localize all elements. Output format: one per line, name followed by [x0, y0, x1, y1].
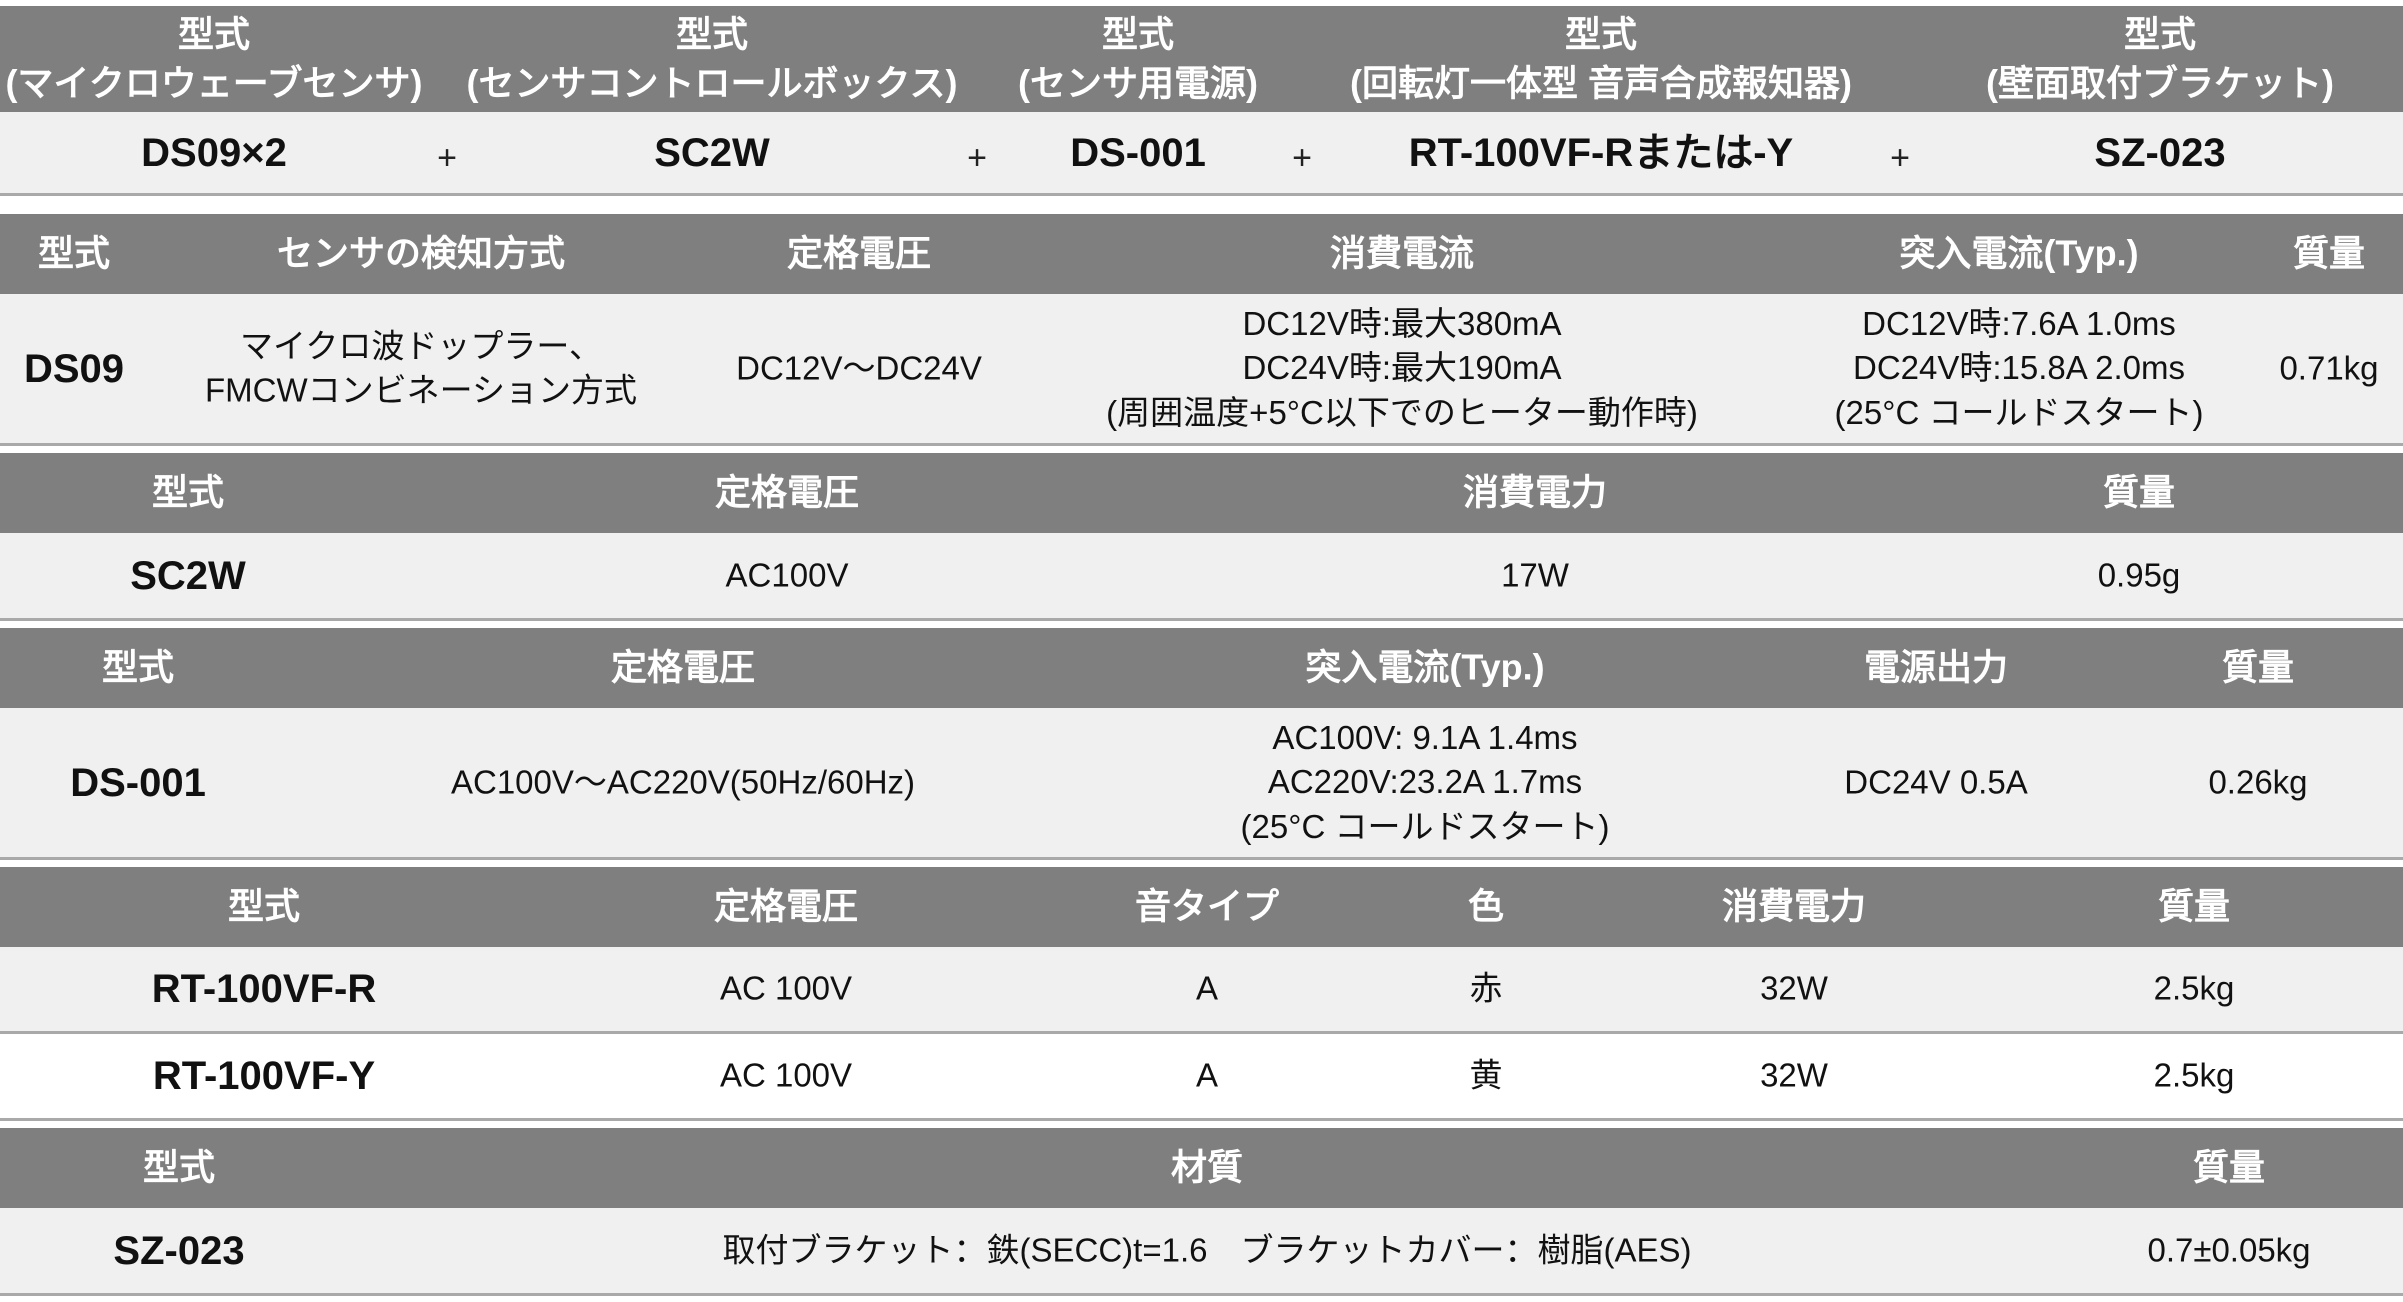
voltage-cell: DC12V〜DC24V [736, 349, 982, 387]
power-cell: 32W [1760, 1056, 1828, 1094]
material-cell: 取付ブラケット：鉄(SECC)t=1.6 ブラケットカバー：樹脂(AES) [722, 1231, 1692, 1269]
plus-sign: + [1292, 139, 1312, 178]
header-cell: 質量 [2157, 885, 2231, 927]
mass-cell: 2.5kg [2153, 969, 2235, 1007]
sc2w-header: 型式 定格電圧 消費電力 質量 [0, 453, 2403, 533]
voltage-cell: AC 100V [719, 1056, 853, 1094]
mass-cell: 2.5kg [2153, 1056, 2235, 1094]
sz-header: 型式 材質 質量 [0, 1128, 2403, 1208]
combo-header: 型式 (マイクロウェーブセンサ) 型式 (センサコントロールボックス) 型式 (センサ… [0, 6, 2403, 112]
plus-sign: + [437, 139, 457, 178]
combo-value: SC2W [654, 130, 770, 175]
header-power-supply: 型式 (センサ用電源) [1018, 13, 1258, 103]
voltage-cell: AC100V〜AC220V(50Hz/60Hz) [450, 763, 916, 801]
ds09-header: 型式 センサの検知方式 定格電圧 消費電流 突入電流(Typ.) 質量 [0, 214, 2403, 294]
header-alarm: 型式 (回転灯一体型 音声合成報知器) [1350, 13, 1852, 103]
header-cell: 質量 [2192, 1146, 2266, 1188]
header-bracket: 型式 (壁面取付ブラケット) [1986, 13, 2334, 103]
voltage-cell: AC100V [725, 556, 849, 594]
header-cell: 型式 [37, 232, 111, 274]
header-cell: 質量 [2102, 471, 2176, 513]
header-sensor: 型式 (マイクロウェーブセンサ) [5, 13, 423, 103]
model-cell: RT-100VF-R [151, 967, 377, 1011]
output-cell: DC24V 0.5A [1844, 763, 2028, 801]
sound-type-cell: A [1195, 1056, 1219, 1094]
header-cell: 消費電力 [1721, 885, 1867, 927]
header-cell: センサの検知方式 [276, 232, 566, 274]
mass-cell: 0.95g [2097, 556, 2181, 594]
ds001-row: DS-001 AC100V〜AC220V(50Hz/60Hz) AC100V: … [0, 708, 2403, 860]
header-cell: 色 [1467, 885, 1505, 927]
ds001-header: 型式 定格電圧 突入電流(Typ.) 電源出力 質量 [0, 628, 2403, 708]
header-cell: 定格電圧 [713, 885, 859, 927]
header-control-box: 型式 (センサコントロールボックス) [466, 13, 958, 103]
header-cell: 突入電流(Typ.) [1305, 646, 1545, 688]
model-cell: DS-001 [70, 760, 206, 805]
header-cell: 音タイプ [1134, 885, 1280, 927]
mass-cell: 0.7±0.05kg [2147, 1231, 2311, 1269]
inrush-cell: DC12V時:7.6A 1.0ms DC24V時:15.8A 2.0ms (25°C… [1834, 304, 2204, 431]
rt-row-r: RT-100VF-R AC 100V A 赤 32W 2.5kg [0, 947, 2403, 1034]
current-cell: DC12V時:最大380mA DC24V時:最大190mA (周囲温度+5°C以下で… [1106, 304, 1698, 431]
color-cell: 赤 [1469, 969, 1503, 1007]
sound-type-cell: A [1195, 969, 1219, 1007]
header-cell: 消費電流 [1329, 232, 1475, 274]
rt-header: 型式 定格電圧 音タイプ 色 消費電力 質量 [0, 867, 2403, 947]
header-cell: 型式 [142, 1146, 216, 1188]
mass-cell: 0.26kg [2208, 763, 2308, 801]
ds09-row: DS09 マイクロ波ドップラー、 FMCWコンビネーション方式 DC12V〜DC2… [0, 294, 2403, 446]
model-cell: RT-100VF-Y [152, 1054, 376, 1098]
sc2w-row: SC2W AC100V 17W 0.95g [0, 533, 2403, 621]
inrush-cell: AC100V: 9.1A 1.4ms AC220V:23.2A 1.7ms (25°… [1240, 718, 1610, 845]
power-cell: 17W [1501, 556, 1569, 594]
voltage-cell: AC 100V [719, 969, 853, 1007]
plus-sign: + [967, 139, 987, 178]
combo-value: SZ-023 [2094, 130, 2226, 175]
header-cell: 質量 [2221, 646, 2295, 688]
plus-sign: + [1890, 139, 1910, 178]
combo-value: DS09×2 [141, 130, 287, 175]
header-cell: 突入電流(Typ.) [1899, 232, 2139, 274]
header-cell: 消費電力 [1462, 471, 1608, 513]
rt-row-y: RT-100VF-Y AC 100V A 黄 32W 2.5kg [0, 1034, 2403, 1121]
color-cell: 黄 [1469, 1056, 1503, 1094]
header-cell: 定格電圧 [610, 646, 756, 688]
header-cell: 定格電圧 [786, 232, 932, 274]
model-cell: DS09 [23, 346, 125, 391]
combo-value: RT-100VF-Rまたは-Y [1408, 130, 1794, 175]
model-cell: SZ-023 [113, 1228, 245, 1273]
header-cell: 型式 [227, 885, 301, 927]
header-cell: 定格電圧 [714, 471, 860, 513]
mass-cell: 0.71kg [2279, 349, 2379, 387]
power-cell: 32W [1760, 969, 1828, 1007]
sz-row: SZ-023 取付ブラケット：鉄(SECC)t=1.6 ブラケットカバー：樹脂(… [0, 1208, 2403, 1296]
method-cell: マイクロ波ドップラー、 FMCWコンビネーション方式 [205, 326, 637, 409]
header-cell: 電源出力 [1863, 646, 2009, 688]
combo-value: DS-001 [1070, 130, 1206, 175]
header-cell: 材質 [1170, 1146, 1244, 1188]
header-cell: 質量 [2292, 232, 2366, 274]
header-cell: 型式 [101, 646, 175, 688]
model-cell: SC2W [130, 553, 246, 598]
combo-row: DS09×2 + SC2W + DS-001 + RT-100VF-Rまたは-Y… [0, 112, 2403, 196]
header-cell: 型式 [151, 471, 225, 513]
